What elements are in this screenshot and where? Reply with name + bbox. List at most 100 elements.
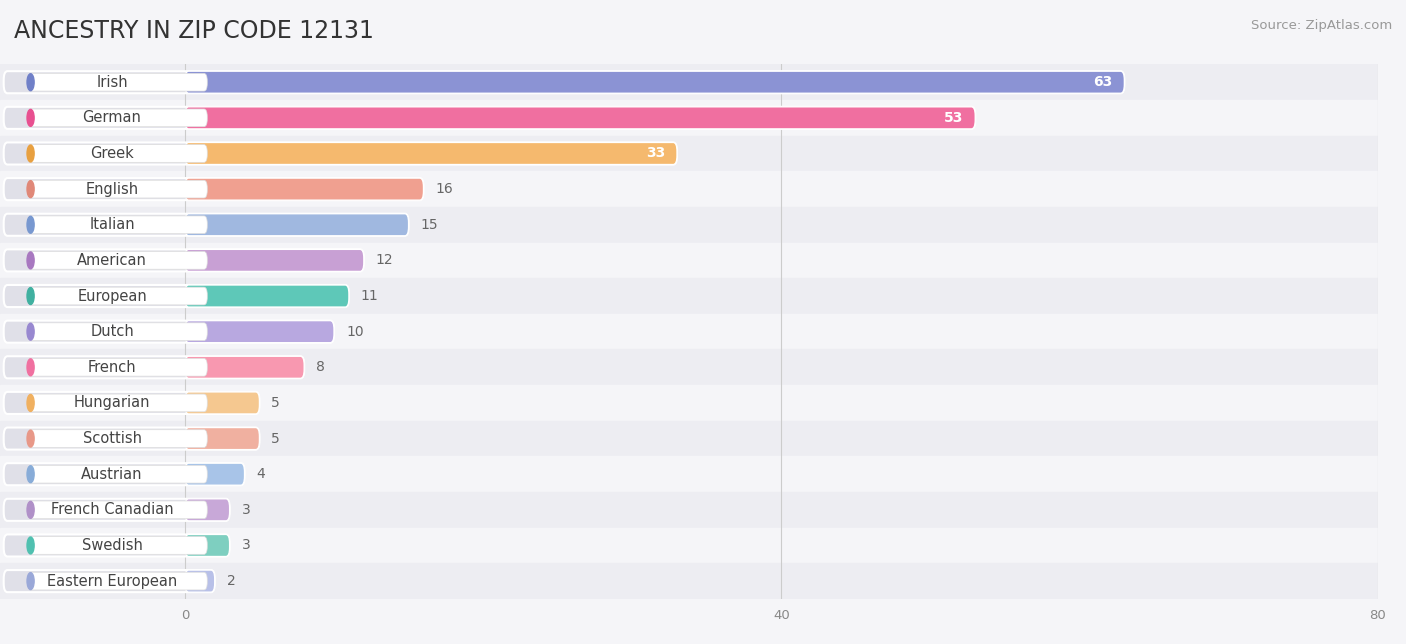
FancyBboxPatch shape	[4, 499, 229, 521]
FancyBboxPatch shape	[186, 107, 976, 129]
FancyBboxPatch shape	[186, 71, 1125, 93]
Text: Dutch: Dutch	[90, 324, 134, 339]
FancyBboxPatch shape	[28, 145, 207, 162]
Circle shape	[27, 252, 34, 269]
Text: Irish: Irish	[96, 75, 128, 90]
Text: 63: 63	[1094, 75, 1112, 90]
Bar	[0, 385, 1378, 421]
Circle shape	[27, 109, 34, 126]
Text: 8: 8	[316, 360, 325, 374]
FancyBboxPatch shape	[28, 466, 207, 483]
Bar	[0, 492, 1378, 527]
Text: Scottish: Scottish	[83, 431, 142, 446]
Text: Greek: Greek	[90, 146, 134, 161]
Circle shape	[27, 73, 34, 91]
FancyBboxPatch shape	[186, 214, 409, 236]
FancyBboxPatch shape	[186, 570, 215, 592]
FancyBboxPatch shape	[186, 142, 678, 164]
FancyBboxPatch shape	[4, 428, 260, 450]
Text: 33: 33	[645, 146, 665, 160]
FancyBboxPatch shape	[28, 180, 207, 198]
Text: English: English	[86, 182, 139, 196]
Bar	[0, 171, 1378, 207]
FancyBboxPatch shape	[28, 430, 207, 448]
FancyBboxPatch shape	[4, 321, 335, 343]
Text: American: American	[77, 253, 148, 268]
FancyBboxPatch shape	[4, 535, 229, 556]
Text: 5: 5	[271, 396, 280, 410]
Circle shape	[27, 323, 34, 340]
FancyBboxPatch shape	[28, 73, 207, 91]
FancyBboxPatch shape	[186, 535, 229, 556]
Text: 15: 15	[420, 218, 439, 232]
Circle shape	[27, 287, 34, 305]
FancyBboxPatch shape	[28, 394, 207, 412]
Bar	[0, 100, 1378, 136]
Circle shape	[27, 501, 34, 518]
Text: Swedish: Swedish	[82, 538, 142, 553]
Text: German: German	[83, 110, 142, 126]
FancyBboxPatch shape	[4, 392, 260, 414]
Text: French: French	[87, 360, 136, 375]
FancyBboxPatch shape	[4, 178, 423, 200]
Text: 11: 11	[361, 289, 378, 303]
FancyBboxPatch shape	[4, 249, 364, 271]
FancyBboxPatch shape	[4, 107, 976, 129]
Text: 3: 3	[242, 538, 250, 553]
FancyBboxPatch shape	[28, 287, 207, 305]
Text: French Canadian: French Canadian	[51, 502, 173, 517]
FancyBboxPatch shape	[4, 285, 349, 307]
FancyBboxPatch shape	[4, 71, 1125, 93]
FancyBboxPatch shape	[186, 321, 335, 343]
FancyBboxPatch shape	[28, 216, 207, 234]
Bar	[0, 278, 1378, 314]
Text: Austrian: Austrian	[82, 467, 143, 482]
Text: 4: 4	[256, 467, 266, 481]
Text: 2: 2	[226, 574, 235, 588]
Circle shape	[27, 394, 34, 412]
FancyBboxPatch shape	[4, 214, 409, 236]
FancyBboxPatch shape	[4, 356, 304, 378]
FancyBboxPatch shape	[186, 285, 349, 307]
Text: Eastern European: Eastern European	[46, 574, 177, 589]
Text: European: European	[77, 289, 146, 303]
Circle shape	[27, 430, 34, 447]
Text: 10: 10	[346, 325, 364, 339]
Text: 12: 12	[375, 253, 394, 267]
FancyBboxPatch shape	[28, 359, 207, 376]
FancyBboxPatch shape	[186, 178, 423, 200]
Circle shape	[27, 216, 34, 233]
FancyBboxPatch shape	[186, 428, 260, 450]
Text: ANCESTRY IN ZIP CODE 12131: ANCESTRY IN ZIP CODE 12131	[14, 19, 374, 43]
FancyBboxPatch shape	[28, 573, 207, 590]
Bar	[0, 207, 1378, 243]
FancyBboxPatch shape	[28, 323, 207, 341]
FancyBboxPatch shape	[4, 142, 678, 164]
FancyBboxPatch shape	[4, 463, 245, 485]
Bar	[0, 564, 1378, 599]
Circle shape	[27, 145, 34, 162]
Text: 16: 16	[436, 182, 453, 196]
Circle shape	[27, 537, 34, 554]
FancyBboxPatch shape	[4, 570, 215, 592]
FancyBboxPatch shape	[28, 536, 207, 554]
FancyBboxPatch shape	[28, 252, 207, 269]
Bar	[0, 64, 1378, 100]
Circle shape	[27, 180, 34, 198]
Bar	[0, 243, 1378, 278]
Bar	[0, 421, 1378, 457]
Circle shape	[27, 573, 34, 590]
FancyBboxPatch shape	[28, 501, 207, 518]
FancyBboxPatch shape	[186, 249, 364, 271]
Circle shape	[27, 466, 34, 483]
FancyBboxPatch shape	[186, 499, 229, 521]
Text: 3: 3	[242, 503, 250, 517]
Text: Source: ZipAtlas.com: Source: ZipAtlas.com	[1251, 19, 1392, 32]
Text: 5: 5	[271, 431, 280, 446]
Bar	[0, 136, 1378, 171]
FancyBboxPatch shape	[28, 109, 207, 127]
Bar	[0, 314, 1378, 350]
FancyBboxPatch shape	[186, 392, 260, 414]
FancyBboxPatch shape	[186, 356, 304, 378]
Bar	[0, 350, 1378, 385]
